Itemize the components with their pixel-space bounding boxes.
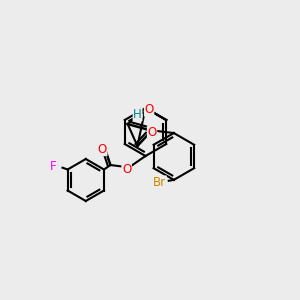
Text: H: H — [133, 108, 142, 121]
Text: O: O — [145, 103, 154, 116]
Text: Br: Br — [153, 176, 166, 189]
Text: F: F — [50, 160, 57, 173]
Text: O: O — [148, 126, 157, 139]
Text: O: O — [122, 163, 131, 176]
Text: O: O — [98, 142, 107, 156]
